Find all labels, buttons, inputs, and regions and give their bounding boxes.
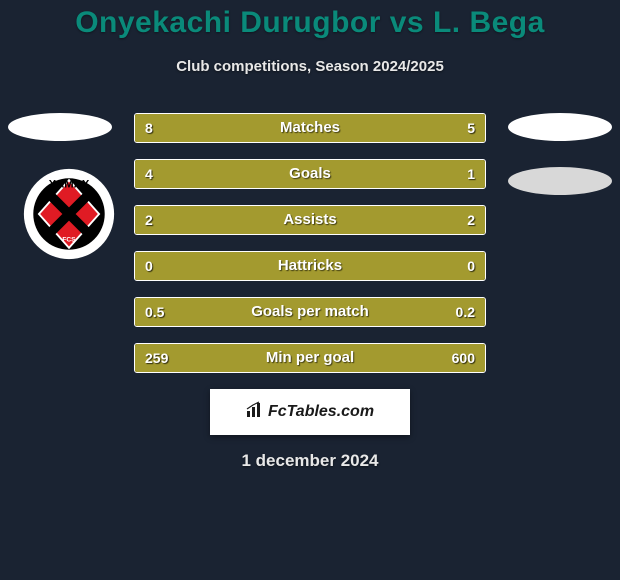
chart-area: XAMAX FCS 85Matches 41Goals 22Assists 00Hat…: [0, 113, 620, 471]
svg-text:FCS: FCS: [62, 236, 76, 243]
club-logo-icon: XAMAX FCS: [22, 167, 116, 261]
bar-right: [349, 114, 486, 142]
stat-row: 259600Min per goal: [134, 343, 486, 373]
page-subtitle: Club competitions, Season 2024/2025: [0, 58, 620, 75]
fctables-label: FcTables.com: [268, 403, 374, 421]
bar-right: [310, 252, 485, 280]
chart-icon: [246, 401, 264, 424]
bar-left: [135, 160, 394, 188]
stat-row: 00Hattricks: [134, 251, 486, 281]
stat-rows: 85Matches 41Goals 22Assists 00Hattricks 0.50…: [134, 113, 486, 373]
bar-right: [310, 206, 485, 234]
stat-row: 41Goals: [134, 159, 486, 189]
infographic-root: Onyekachi Durugbor vs L. Bega Club compe…: [0, 0, 620, 580]
bar-left: [135, 298, 373, 326]
fctables-banner: FcTables.com: [210, 389, 410, 435]
page-title: Onyekachi Durugbor vs L. Bega: [0, 6, 620, 40]
bar-left: [135, 206, 310, 234]
player-right-badge-2: [508, 167, 612, 195]
bar-right: [394, 160, 485, 188]
bar-left: [135, 252, 310, 280]
bar-left: [135, 344, 233, 372]
bar-right: [373, 298, 485, 326]
bar-left: [135, 114, 349, 142]
player-left-badge: [8, 113, 112, 141]
logo-text: XAMAX: [49, 179, 90, 191]
date-label: 1 december 2024: [0, 451, 620, 471]
stat-row: 22Assists: [134, 205, 486, 235]
stat-row: 85Matches: [134, 113, 486, 143]
player-right-badge: [508, 113, 612, 141]
bar-right: [233, 344, 485, 372]
stat-row: 0.50.2Goals per match: [134, 297, 486, 327]
